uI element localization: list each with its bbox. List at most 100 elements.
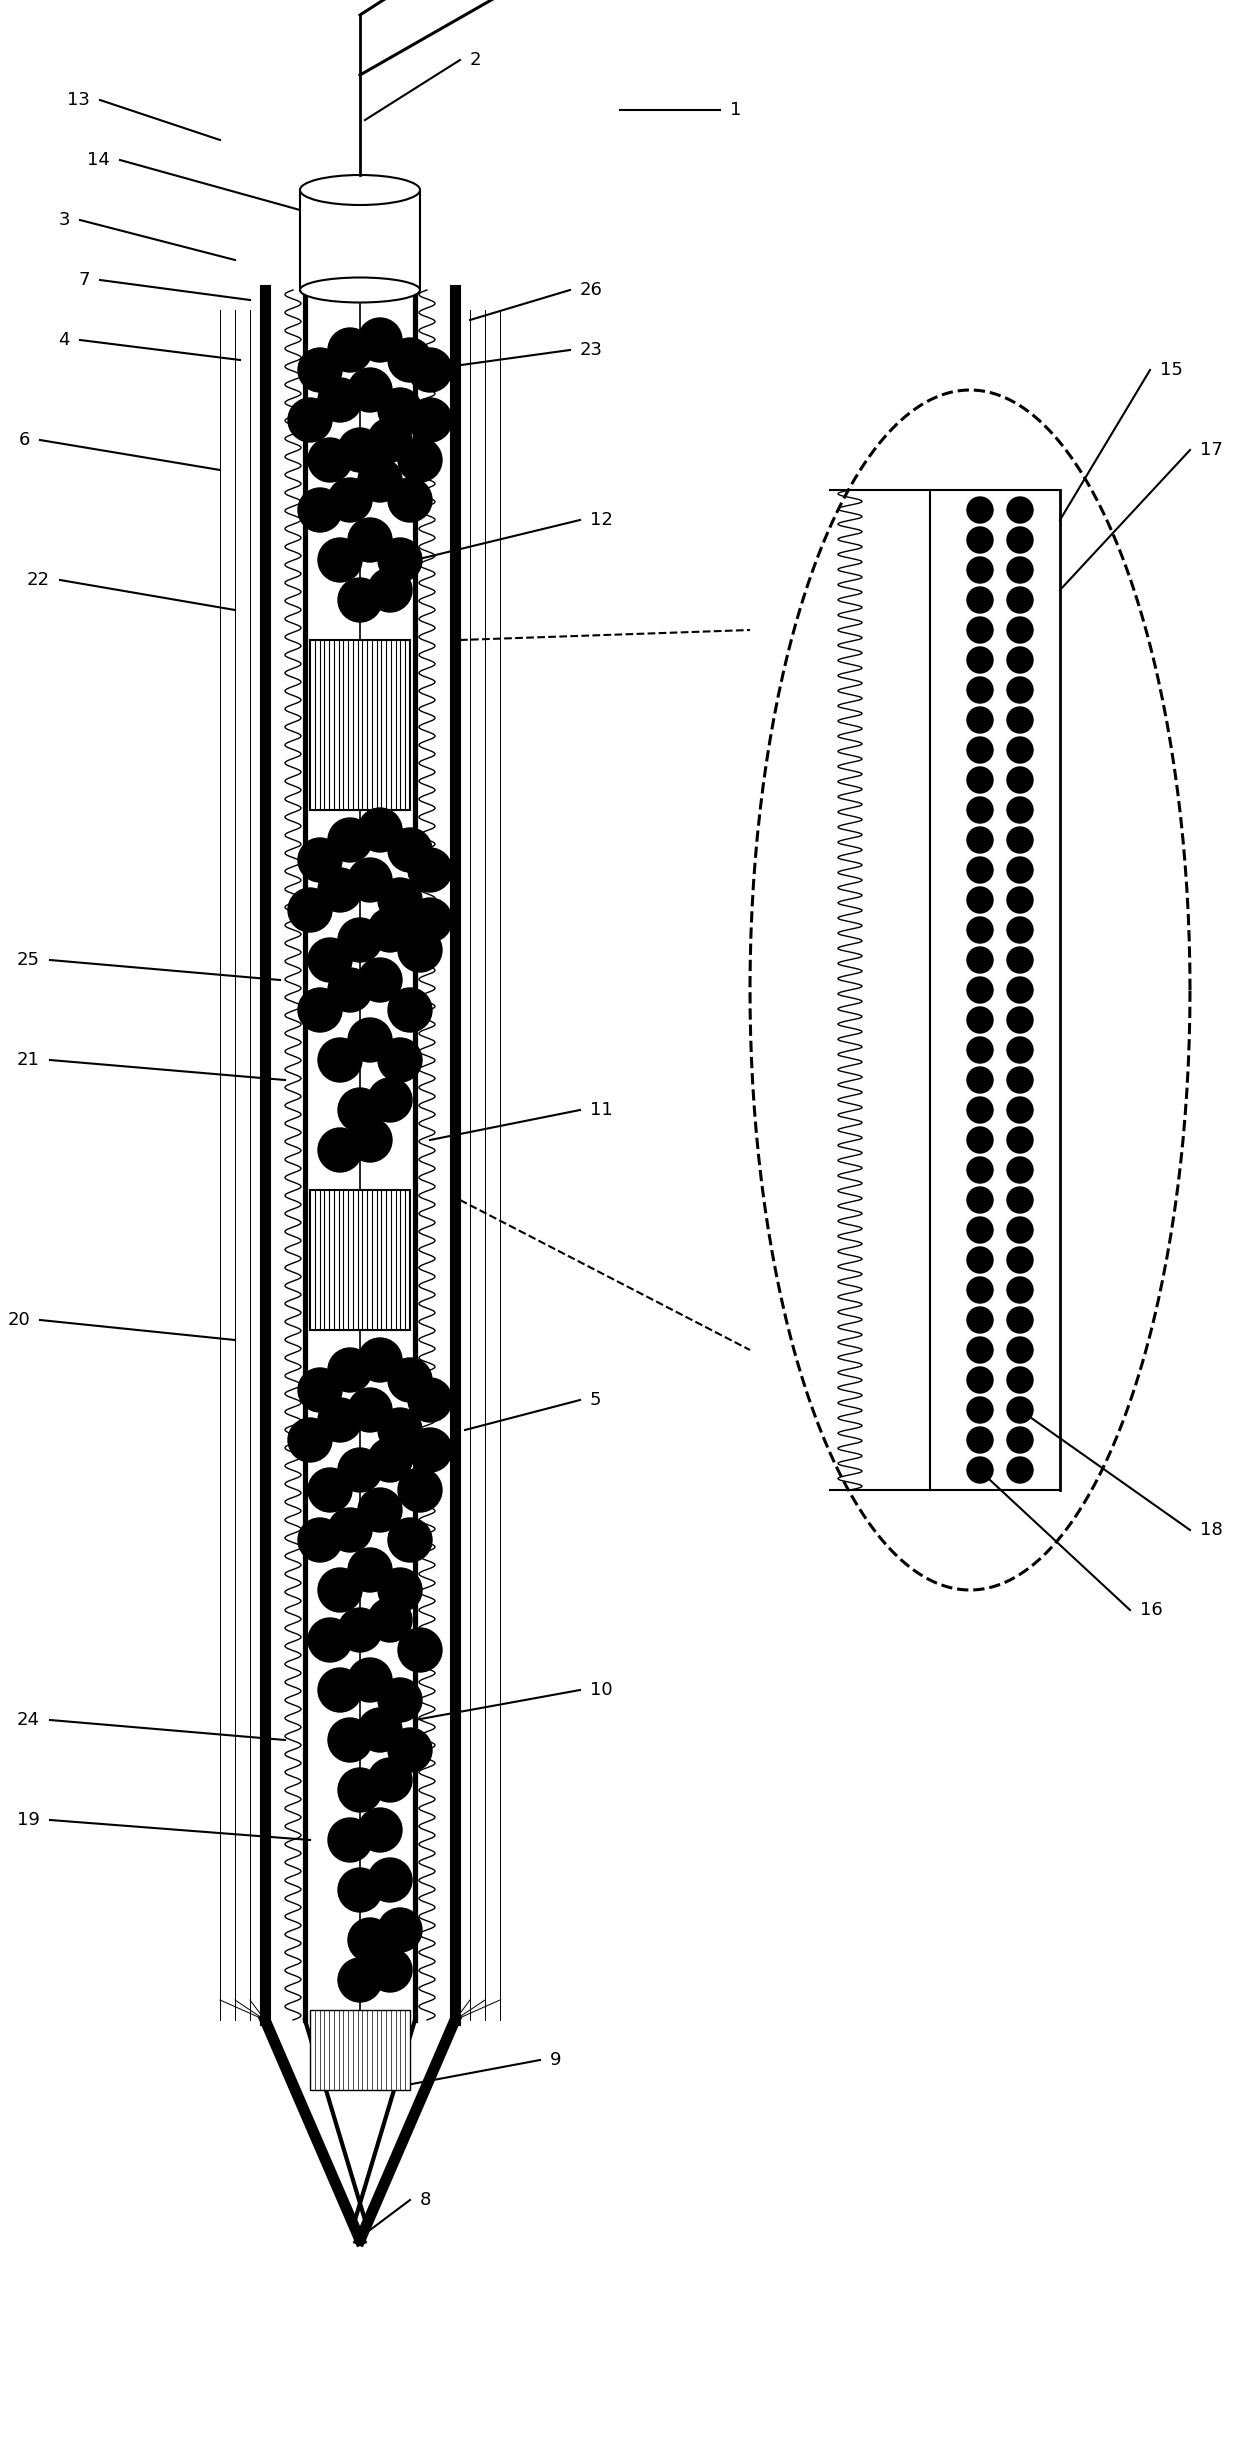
Circle shape [308, 439, 352, 483]
Circle shape [967, 1218, 993, 1242]
Circle shape [348, 859, 392, 903]
Circle shape [1007, 798, 1033, 822]
Circle shape [408, 1427, 453, 1471]
Circle shape [358, 1708, 402, 1752]
Circle shape [1007, 1037, 1033, 1064]
Circle shape [329, 1508, 372, 1552]
Ellipse shape [300, 176, 420, 205]
Circle shape [339, 1608, 382, 1652]
Circle shape [967, 888, 993, 913]
Circle shape [298, 349, 342, 393]
Circle shape [967, 1157, 993, 1183]
Circle shape [348, 368, 392, 412]
Circle shape [358, 459, 402, 503]
Circle shape [408, 849, 453, 893]
Text: 12: 12 [590, 510, 613, 529]
Circle shape [967, 708, 993, 732]
Circle shape [339, 1957, 382, 2001]
Circle shape [1007, 556, 1033, 583]
Circle shape [348, 1017, 392, 1061]
Circle shape [348, 1659, 392, 1703]
Circle shape [398, 1469, 441, 1513]
Circle shape [1007, 766, 1033, 793]
Circle shape [368, 908, 412, 952]
Circle shape [967, 1098, 993, 1122]
Circle shape [1007, 827, 1033, 854]
Circle shape [339, 1769, 382, 1813]
Circle shape [967, 617, 993, 644]
Circle shape [308, 937, 352, 981]
Text: 6: 6 [19, 432, 30, 449]
Circle shape [317, 1037, 362, 1081]
Circle shape [348, 1118, 392, 1161]
Circle shape [298, 988, 342, 1032]
Circle shape [358, 1337, 402, 1381]
Circle shape [388, 1728, 432, 1771]
Circle shape [1007, 1457, 1033, 1484]
Circle shape [1007, 498, 1033, 522]
Bar [310, 639, 410, 810]
Text: 13: 13 [67, 90, 91, 110]
Circle shape [967, 1398, 993, 1423]
Bar [310, 1191, 410, 1330]
Circle shape [329, 1718, 372, 1762]
Circle shape [1007, 527, 1033, 554]
Text: 20: 20 [7, 1310, 30, 1330]
Circle shape [378, 1679, 422, 1723]
Circle shape [1007, 676, 1033, 703]
Circle shape [358, 808, 402, 852]
Circle shape [358, 317, 402, 361]
Text: 15: 15 [1159, 361, 1183, 378]
Circle shape [408, 398, 453, 442]
Circle shape [967, 1276, 993, 1303]
Circle shape [388, 478, 432, 522]
Circle shape [1007, 617, 1033, 644]
Circle shape [967, 498, 993, 522]
Circle shape [967, 1186, 993, 1213]
Circle shape [358, 1488, 402, 1532]
Circle shape [317, 869, 362, 913]
Circle shape [1007, 976, 1033, 1003]
Circle shape [1007, 1066, 1033, 1093]
Circle shape [1007, 947, 1033, 974]
Text: 14: 14 [87, 151, 110, 168]
Text: 3: 3 [58, 210, 69, 229]
Circle shape [1007, 737, 1033, 764]
Circle shape [1007, 1218, 1033, 1242]
Circle shape [967, 1366, 993, 1393]
Circle shape [967, 737, 993, 764]
Circle shape [368, 1598, 412, 1642]
Circle shape [378, 878, 422, 922]
Circle shape [368, 569, 412, 612]
Text: 1: 1 [730, 100, 742, 120]
Circle shape [1007, 888, 1033, 913]
Circle shape [388, 988, 432, 1032]
Circle shape [967, 1008, 993, 1032]
Circle shape [398, 439, 441, 483]
Circle shape [1007, 1008, 1033, 1032]
Text: 21: 21 [17, 1052, 40, 1069]
Text: 16: 16 [1140, 1601, 1163, 1620]
Circle shape [317, 1669, 362, 1713]
Circle shape [378, 388, 422, 432]
Text: 24: 24 [17, 1710, 40, 1730]
Circle shape [298, 1518, 342, 1562]
Circle shape [308, 1618, 352, 1662]
Circle shape [288, 398, 332, 442]
Circle shape [317, 1398, 362, 1442]
Circle shape [329, 1818, 372, 1862]
Circle shape [967, 1127, 993, 1154]
Circle shape [348, 1918, 392, 1962]
Text: 4: 4 [58, 332, 69, 349]
Circle shape [967, 588, 993, 612]
Circle shape [368, 1078, 412, 1122]
Text: 19: 19 [17, 1810, 40, 1830]
Circle shape [358, 959, 402, 1003]
Circle shape [339, 917, 382, 961]
Circle shape [967, 856, 993, 883]
Circle shape [967, 976, 993, 1003]
Circle shape [378, 1569, 422, 1613]
Circle shape [317, 1569, 362, 1613]
Circle shape [967, 1247, 993, 1274]
Text: 18: 18 [1200, 1520, 1223, 1540]
